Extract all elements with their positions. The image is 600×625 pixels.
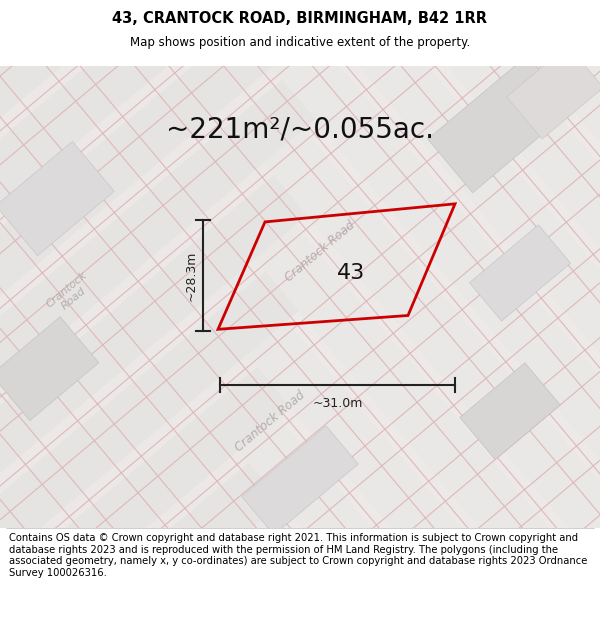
Polygon shape [163,296,600,625]
Polygon shape [294,452,600,625]
Text: Crantock Road: Crantock Road [283,219,358,284]
Polygon shape [284,440,600,625]
Polygon shape [311,0,600,424]
Polygon shape [328,492,600,625]
Text: ~221m²/~0.055ac.: ~221m²/~0.055ac. [166,116,434,143]
Polygon shape [155,0,600,554]
Polygon shape [0,0,329,169]
Polygon shape [0,0,574,625]
Polygon shape [0,0,416,274]
Polygon shape [0,0,600,546]
Polygon shape [153,284,600,625]
Polygon shape [0,0,522,625]
Polygon shape [0,0,427,286]
Polygon shape [338,504,600,625]
Polygon shape [0,0,558,442]
Polygon shape [0,23,600,625]
Polygon shape [0,248,197,625]
Polygon shape [0,75,600,625]
Polygon shape [323,0,600,413]
Polygon shape [259,0,600,468]
Text: ~28.3m: ~28.3m [185,251,198,301]
Text: 43, CRANTOCK ROAD, BIRMINGHAM, B42 1RR: 43, CRANTOCK ROAD, BIRMINGHAM, B42 1RR [113,11,487,26]
Polygon shape [0,0,600,534]
Polygon shape [0,0,383,234]
Polygon shape [219,0,600,501]
Polygon shape [22,127,600,625]
Polygon shape [167,0,600,544]
Text: Crantock Road: Crantock Road [233,389,307,455]
Polygon shape [0,0,460,326]
Polygon shape [0,0,373,221]
Text: ~31.0m: ~31.0m [313,397,362,409]
Polygon shape [469,225,571,321]
Polygon shape [115,0,600,588]
Polygon shape [0,0,470,338]
Polygon shape [0,88,600,625]
Polygon shape [250,400,600,625]
Polygon shape [0,149,313,625]
Polygon shape [242,426,358,535]
Polygon shape [0,0,285,118]
Polygon shape [479,0,600,282]
Polygon shape [76,192,600,625]
Polygon shape [240,388,600,625]
Polygon shape [271,0,600,457]
Polygon shape [0,324,105,625]
Text: Contains OS data © Crown copyright and database right 2021. This information is : Contains OS data © Crown copyright and d… [9,533,587,578]
Polygon shape [11,0,600,625]
Polygon shape [207,0,600,511]
Polygon shape [0,0,548,430]
Polygon shape [0,317,99,421]
Polygon shape [63,0,600,625]
Polygon shape [460,362,560,459]
Polygon shape [0,106,365,625]
Polygon shape [506,46,600,139]
Polygon shape [0,281,157,625]
Polygon shape [520,0,600,249]
Polygon shape [0,0,339,181]
Polygon shape [50,0,600,625]
Polygon shape [0,335,93,625]
Text: Crantock
Road: Crantock Road [44,270,96,319]
Polygon shape [0,0,504,378]
Polygon shape [0,0,600,598]
Polygon shape [0,0,296,129]
Polygon shape [0,0,252,78]
Polygon shape [103,0,600,598]
Polygon shape [0,0,562,625]
Polygon shape [0,116,353,625]
Polygon shape [376,0,600,369]
Polygon shape [0,0,514,390]
Polygon shape [207,348,600,625]
Polygon shape [0,19,470,625]
Polygon shape [119,244,600,625]
Polygon shape [109,231,600,625]
Polygon shape [0,29,457,625]
Polygon shape [65,179,600,625]
Polygon shape [428,0,600,326]
Polygon shape [0,35,600,625]
Polygon shape [0,193,261,625]
Polygon shape [0,160,301,625]
Polygon shape [0,291,145,625]
Polygon shape [467,0,600,292]
Polygon shape [0,0,600,494]
Polygon shape [415,0,600,336]
Polygon shape [32,139,600,625]
Text: 43: 43 [337,262,365,282]
Polygon shape [428,56,572,192]
Polygon shape [0,72,406,625]
